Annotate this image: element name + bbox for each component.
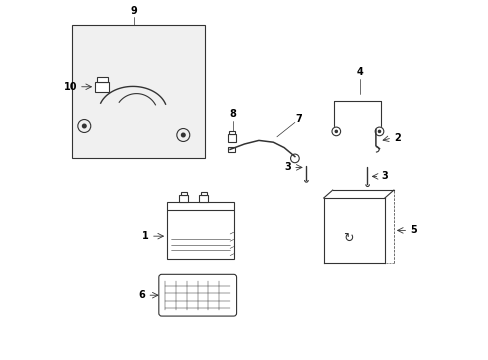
Text: 3: 3 <box>381 171 387 181</box>
Text: 10: 10 <box>63 82 77 92</box>
Text: 7: 7 <box>295 114 301 124</box>
Text: 1: 1 <box>142 231 149 241</box>
Bar <box>167 202 233 259</box>
Text: 5: 5 <box>409 225 416 235</box>
Text: 8: 8 <box>229 109 236 119</box>
Bar <box>181 192 186 195</box>
Circle shape <box>378 130 380 132</box>
Bar <box>95 82 109 92</box>
Bar <box>229 131 235 134</box>
Bar <box>97 77 107 82</box>
Text: 2: 2 <box>393 133 400 143</box>
Bar <box>199 195 207 202</box>
Text: ↻: ↻ <box>342 232 353 245</box>
Text: 4: 4 <box>356 67 362 77</box>
FancyBboxPatch shape <box>159 274 236 316</box>
Text: 9: 9 <box>131 6 138 16</box>
Bar <box>179 195 188 202</box>
Circle shape <box>335 130 337 132</box>
Bar <box>72 25 204 158</box>
Text: 6: 6 <box>139 290 145 300</box>
Bar <box>228 147 234 152</box>
Text: 3: 3 <box>284 162 291 172</box>
Bar <box>228 134 236 142</box>
Bar <box>201 192 206 195</box>
Circle shape <box>181 133 185 137</box>
Circle shape <box>82 124 86 128</box>
